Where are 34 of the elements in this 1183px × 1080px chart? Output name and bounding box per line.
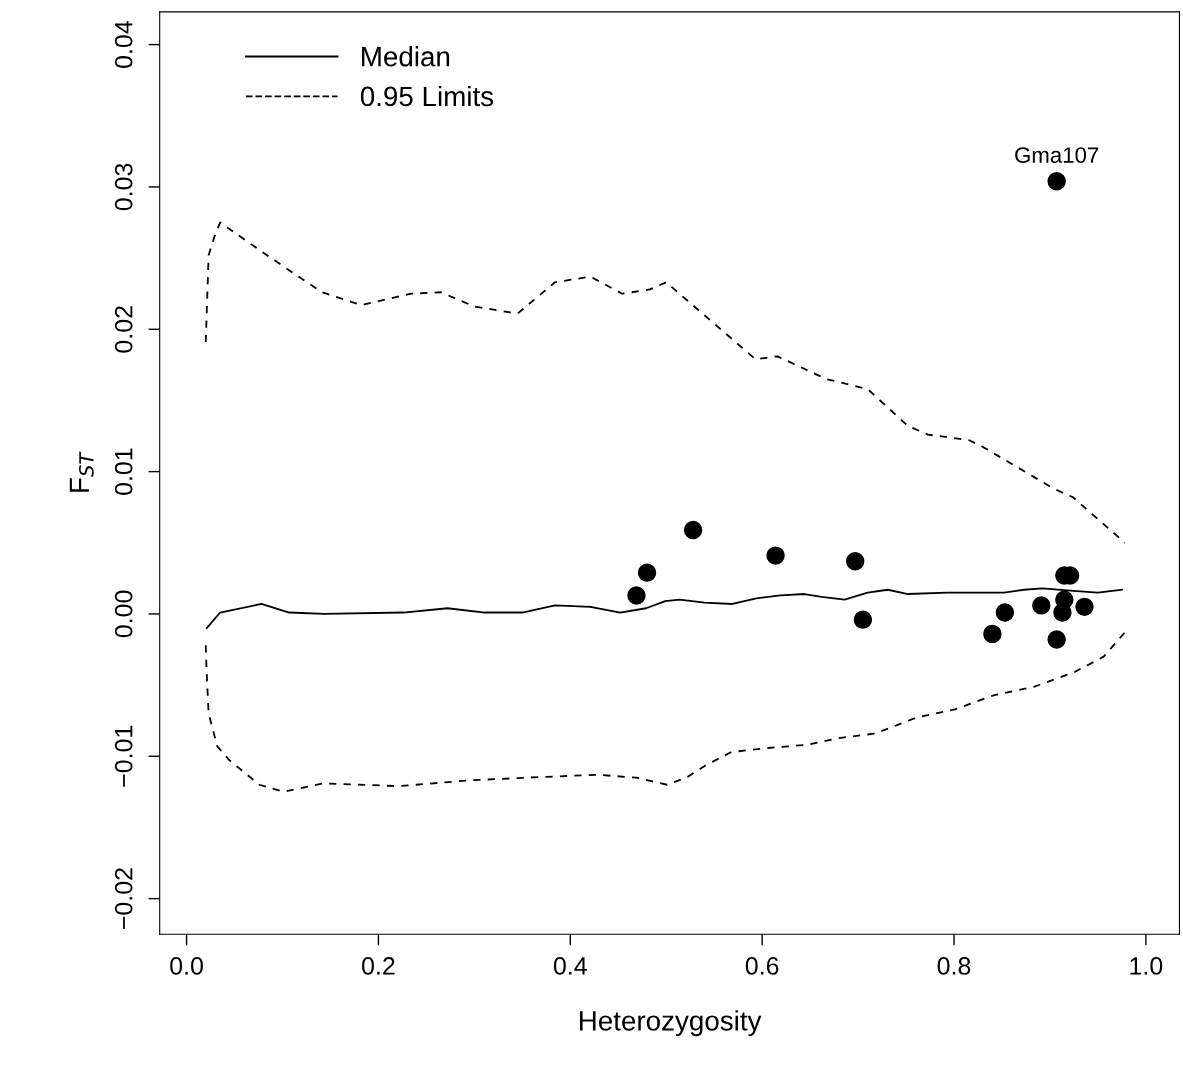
y-tick-label: 0.00 xyxy=(114,590,133,638)
x-tick-label: 1.0 xyxy=(1130,957,1163,975)
point xyxy=(1075,597,1094,617)
point xyxy=(1032,596,1051,615)
y-tick-label: 0.03 xyxy=(114,163,133,211)
line-series xyxy=(205,587,1123,630)
point xyxy=(766,546,785,565)
point xyxy=(853,610,873,629)
y-tick-label: −0.01 xyxy=(114,725,133,787)
point xyxy=(995,603,1015,622)
y-tick-label: 0.01 xyxy=(114,448,133,495)
x-tick-label: 0.0 xyxy=(170,957,203,975)
point xyxy=(637,563,657,582)
y-tick-label: 0.04 xyxy=(114,21,133,68)
line-series xyxy=(204,221,1126,544)
annotation: Gma107 xyxy=(1015,147,1099,163)
legend-label: 0.95 Limits xyxy=(360,85,494,107)
x-tick-label: 0.6 xyxy=(745,957,779,975)
x-tick-label: 0.2 xyxy=(362,957,395,975)
point xyxy=(1053,603,1072,622)
point xyxy=(1047,172,1066,191)
x-tick-label: 0.4 xyxy=(553,957,587,975)
legend-label: Median xyxy=(362,46,450,67)
point xyxy=(846,552,865,571)
point xyxy=(683,520,703,540)
point xyxy=(983,624,1002,644)
x-tick-label: 0.8 xyxy=(937,957,971,975)
x-axis-title: Heterozygosity xyxy=(580,1010,762,1037)
y-tick-label: −0.02 xyxy=(114,868,133,930)
point xyxy=(627,586,646,605)
y-tick-label: 0.02 xyxy=(114,306,133,353)
point xyxy=(1047,630,1066,649)
line-series xyxy=(204,631,1126,793)
y-axis-title: F$_{ST}$ xyxy=(69,451,94,492)
